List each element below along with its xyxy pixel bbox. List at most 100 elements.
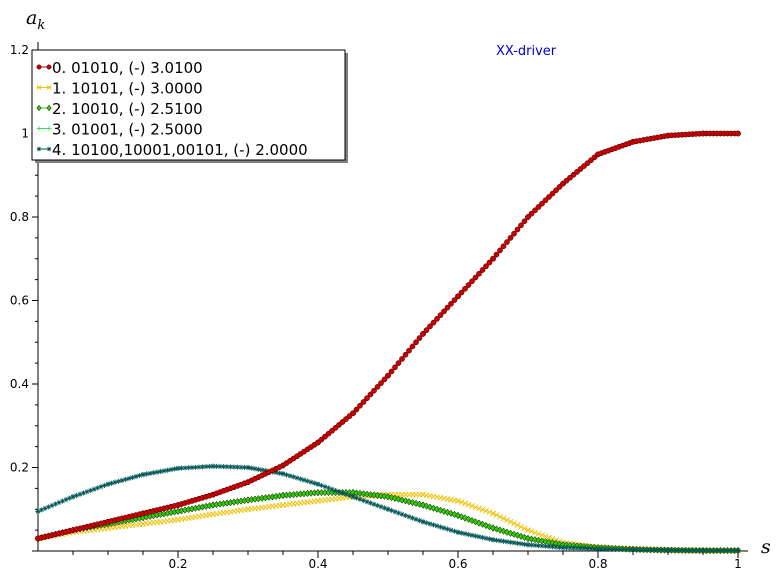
curve-marker bbox=[115, 478, 122, 484]
curve-marker bbox=[273, 469, 279, 476]
curve-marker bbox=[283, 472, 290, 478]
y-tick-label: 0.8 bbox=[10, 210, 29, 224]
curve-marker bbox=[395, 510, 402, 516]
curve-marker bbox=[448, 527, 454, 533]
curve-marker bbox=[717, 547, 724, 554]
curve-marker bbox=[420, 519, 426, 525]
curve-marker bbox=[560, 545, 566, 551]
curve-marker bbox=[360, 497, 367, 504]
curve-marker bbox=[500, 538, 507, 544]
curve-marker bbox=[108, 480, 115, 486]
y-tick-label: 0.2 bbox=[10, 461, 29, 475]
curve-marker bbox=[276, 470, 283, 476]
curve-marker bbox=[241, 464, 248, 470]
curve-marker bbox=[483, 508, 489, 514]
curve-marker bbox=[710, 547, 717, 554]
curve-marker bbox=[584, 545, 591, 552]
curve-marker bbox=[609, 546, 615, 552]
curve-marker bbox=[735, 130, 741, 137]
curve-marker bbox=[465, 282, 472, 288]
y-tick-label: 0.4 bbox=[10, 377, 29, 391]
curve-marker bbox=[476, 270, 482, 277]
curve-marker bbox=[686, 547, 692, 554]
curve-marker bbox=[556, 184, 563, 190]
curve-marker bbox=[35, 508, 41, 514]
curve-marker bbox=[679, 547, 685, 553]
curve-marker bbox=[280, 471, 286, 477]
curve-marker bbox=[63, 497, 69, 503]
curve-marker bbox=[493, 537, 500, 543]
x-tick-label: 0.2 bbox=[168, 557, 187, 571]
curve-marker bbox=[644, 547, 650, 553]
curve-marker bbox=[476, 534, 482, 540]
curve-marker bbox=[255, 466, 262, 472]
curve-marker bbox=[294, 475, 300, 481]
curve-marker bbox=[367, 491, 374, 499]
curve-marker bbox=[199, 464, 206, 470]
curve-marker bbox=[465, 531, 472, 538]
legend-marker-left bbox=[36, 84, 42, 91]
curve-marker bbox=[458, 499, 465, 506]
y-axis-label-sub: k bbox=[37, 18, 45, 33]
x-tick-label: 1 bbox=[734, 557, 742, 571]
curve-marker bbox=[444, 304, 451, 311]
curve-marker bbox=[430, 319, 437, 326]
curve-marker bbox=[364, 395, 370, 402]
x-tick-label: 0.6 bbox=[448, 557, 467, 571]
curve-marker bbox=[423, 520, 430, 526]
curve-marker bbox=[133, 473, 139, 480]
curve-marker bbox=[427, 521, 433, 527]
curve-marker bbox=[308, 479, 314, 485]
curve-marker bbox=[227, 464, 234, 470]
curve-marker bbox=[248, 465, 255, 471]
curve-marker bbox=[56, 499, 62, 506]
curve-marker bbox=[434, 316, 440, 322]
curve-marker bbox=[518, 532, 524, 540]
curve-marker bbox=[49, 502, 55, 509]
curve-marker bbox=[73, 492, 80, 499]
curve-marker bbox=[416, 335, 423, 341]
curve-marker bbox=[210, 463, 216, 469]
curve-marker bbox=[511, 520, 517, 527]
curve-marker bbox=[511, 540, 517, 546]
curve-marker bbox=[528, 535, 535, 543]
curve-marker bbox=[206, 463, 213, 470]
curve-marker bbox=[59, 498, 66, 504]
curve-marker bbox=[441, 308, 447, 315]
curve-marker bbox=[147, 470, 153, 476]
curve-marker bbox=[444, 526, 451, 532]
curve-marker bbox=[458, 530, 465, 536]
curve-marker bbox=[556, 544, 563, 550]
curve-marker bbox=[598, 546, 605, 552]
curve-marker bbox=[420, 331, 426, 337]
curve-marker bbox=[525, 527, 531, 534]
curve-marker bbox=[388, 507, 395, 514]
curve-marker bbox=[451, 297, 458, 303]
curve-marker bbox=[374, 384, 381, 390]
curve-marker bbox=[462, 514, 468, 522]
curve-marker bbox=[402, 512, 409, 519]
curve-marker bbox=[542, 533, 549, 540]
curve-marker bbox=[234, 464, 241, 470]
curve-marker bbox=[535, 530, 542, 537]
curve-marker bbox=[374, 491, 381, 500]
curve-marker bbox=[693, 547, 699, 554]
curve-marker bbox=[80, 490, 87, 496]
curve-marker bbox=[38, 507, 45, 513]
legend-marker-right bbox=[46, 146, 52, 152]
curve-marker bbox=[528, 210, 535, 217]
chart-annotation: XX-driver bbox=[496, 44, 557, 59]
curve-marker bbox=[647, 547, 654, 553]
curve-marker bbox=[87, 487, 94, 494]
curve-marker bbox=[101, 482, 108, 489]
curve-marker bbox=[661, 547, 668, 553]
curve-marker bbox=[707, 547, 713, 554]
curve-marker bbox=[367, 391, 374, 398]
curve-marker bbox=[469, 532, 475, 538]
curve-marker bbox=[245, 464, 251, 471]
curve-marker bbox=[353, 495, 360, 501]
curve-marker bbox=[616, 546, 622, 553]
curve-marker bbox=[521, 218, 528, 225]
curve-marker bbox=[546, 534, 552, 541]
x-axis-label: s bbox=[761, 536, 771, 558]
